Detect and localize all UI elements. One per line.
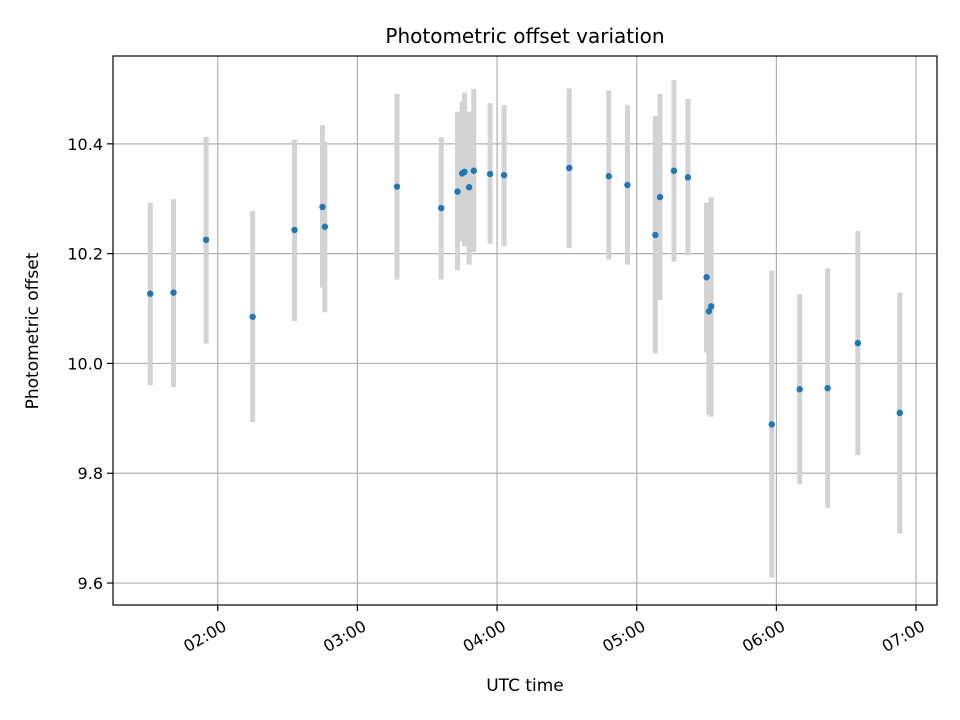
y-axis-label: Photometric offset bbox=[23, 252, 43, 409]
data-point bbox=[796, 386, 803, 393]
data-point bbox=[170, 289, 177, 296]
data-point bbox=[500, 171, 508, 179]
data-point bbox=[321, 223, 329, 230]
data-point bbox=[684, 174, 692, 181]
data-points bbox=[147, 164, 903, 428]
data-point bbox=[470, 167, 477, 174]
data-point bbox=[703, 274, 710, 281]
plot-area-frame bbox=[112, 55, 938, 606]
data-point bbox=[896, 409, 903, 417]
grid bbox=[113, 56, 937, 605]
data-point bbox=[454, 188, 461, 195]
data-point bbox=[486, 170, 494, 178]
data-point bbox=[708, 303, 715, 310]
data-point bbox=[438, 204, 445, 212]
y-tick-label: 10.0 bbox=[67, 354, 103, 373]
data-point bbox=[624, 181, 631, 189]
data-point bbox=[854, 339, 862, 347]
data-point bbox=[465, 184, 473, 191]
data-point bbox=[605, 173, 612, 180]
y-tick-label: 9.6 bbox=[78, 574, 103, 593]
data-point bbox=[768, 421, 775, 428]
data-point bbox=[670, 167, 678, 174]
data-point bbox=[656, 193, 664, 201]
data-point bbox=[461, 168, 468, 176]
y-axis-ticks: 9.6 9.8 10.0 10.2 10.4 bbox=[67, 135, 113, 593]
data-point bbox=[705, 308, 713, 315]
data-point bbox=[824, 384, 831, 392]
data-point bbox=[319, 203, 326, 211]
chart-title: Photometric offset variation bbox=[385, 24, 664, 48]
x-axis-label: UTC time bbox=[486, 676, 564, 696]
data-point bbox=[291, 226, 298, 234]
data-point bbox=[393, 183, 401, 190]
y-tick-label: 9.8 bbox=[78, 464, 103, 483]
data-point bbox=[566, 164, 573, 172]
y-tick-label: 10.4 bbox=[67, 135, 103, 154]
data-point bbox=[202, 236, 210, 244]
y-tick-label: 10.2 bbox=[67, 245, 103, 264]
data-point bbox=[249, 313, 256, 320]
data-point bbox=[652, 231, 659, 239]
data-point bbox=[147, 290, 154, 297]
